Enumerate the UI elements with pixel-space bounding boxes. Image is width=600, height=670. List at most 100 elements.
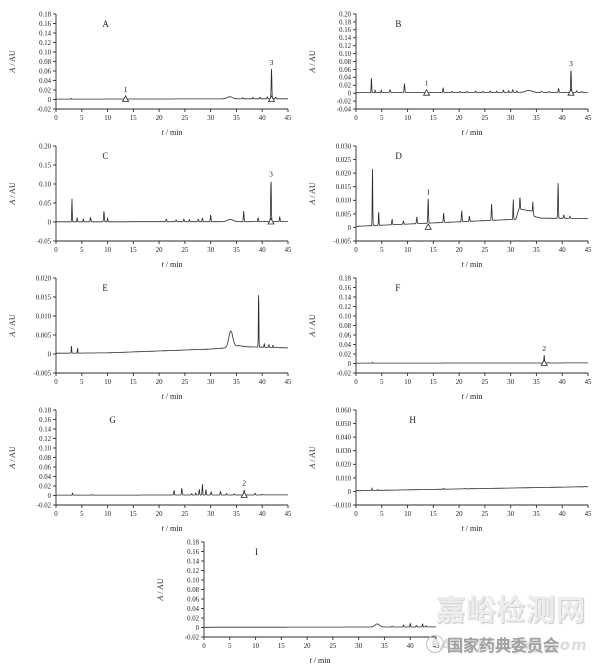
svg-text:G: G [109, 415, 116, 425]
svg-text:0.02: 0.02 [339, 351, 351, 358]
svg-text:45: 45 [285, 511, 292, 518]
svg-text:I: I [255, 547, 258, 557]
svg-text:5: 5 [228, 643, 232, 650]
svg-text:25: 25 [182, 379, 189, 386]
panel-row-4: 0.18 0.16 0.14 0.12 0.10 0.08 0.06 0.04 0.02 0 -0.… [4, 402, 600, 534]
svg-text:25: 25 [182, 115, 189, 122]
svg-text:0.04: 0.04 [339, 75, 351, 82]
svg-text:0: 0 [354, 115, 358, 122]
svg-text:35: 35 [233, 115, 240, 122]
svg-text:0.10: 0.10 [339, 313, 351, 320]
svg-text:0: 0 [54, 379, 58, 386]
svg-text:10: 10 [404, 115, 411, 122]
svg-text:10: 10 [252, 643, 259, 650]
panel-A: 0.18 0.16 0.14 0.12 0.10 0.08 0.06 0.04 0.02 0 -0.… [4, 6, 300, 138]
svg-text:15: 15 [430, 115, 437, 122]
svg-text:0.02: 0.02 [187, 615, 199, 622]
svg-text:35: 35 [533, 511, 540, 518]
svg-text:0.12: 0.12 [39, 436, 51, 443]
svg-text:15: 15 [130, 247, 137, 254]
svg-text:2: 2 [242, 479, 246, 488]
svg-text:5: 5 [80, 511, 84, 518]
svg-text:45: 45 [585, 247, 592, 254]
svg-text:0.14: 0.14 [339, 294, 351, 301]
trace [356, 355, 588, 364]
trace [356, 168, 588, 227]
svg-text:0: 0 [348, 225, 352, 232]
svg-text:0.16: 0.16 [187, 549, 199, 556]
svg-text:45: 45 [285, 379, 292, 386]
svg-text:0.15: 0.15 [39, 162, 51, 169]
svg-text:A / AU: A / AU [8, 182, 17, 205]
svg-text:15: 15 [430, 247, 437, 254]
svg-text:0.015: 0.015 [336, 184, 352, 191]
svg-text:0.015: 0.015 [36, 294, 52, 301]
svg-text:0: 0 [48, 493, 52, 500]
svg-text:0.020: 0.020 [336, 462, 352, 469]
svg-text:A / AU: A / AU [8, 446, 17, 469]
svg-text:A / AU: A / AU [156, 578, 165, 601]
svg-text:20: 20 [156, 247, 163, 254]
svg-text:t / min: t / min [162, 260, 183, 269]
trace [56, 295, 288, 354]
svg-text:20: 20 [456, 247, 463, 254]
svg-text:45: 45 [285, 247, 292, 254]
chromatogram-plot-G: 0.180.160.140.120.100.080.060.040.020-0.… [8, 407, 292, 533]
svg-text:20: 20 [156, 511, 163, 518]
peak-marker-triangle [540, 359, 548, 366]
axes [53, 145, 289, 244]
svg-text:0.10: 0.10 [339, 51, 351, 58]
labels: 0.180.160.140.120.100.080.060.040.020-0.… [8, 11, 292, 137]
labels: 0.200.180.160.140.120.100.080.060.040.02… [308, 11, 592, 137]
axes [53, 277, 289, 376]
svg-text:25: 25 [482, 379, 489, 386]
svg-text:40: 40 [407, 643, 414, 650]
svg-text:A / AU: A / AU [308, 314, 317, 337]
svg-text:20: 20 [304, 643, 311, 650]
svg-text:0.04: 0.04 [187, 606, 199, 613]
svg-text:15: 15 [278, 643, 285, 650]
svg-text:A: A [102, 19, 109, 29]
chromatogram-plot-I: 0.180.160.140.120.100.080.060.040.020-0.… [156, 539, 440, 665]
svg-text:0.06: 0.06 [339, 332, 351, 339]
svg-text:0.02: 0.02 [339, 83, 351, 90]
svg-text:A / AU: A / AU [308, 182, 317, 205]
svg-text:1: 1 [425, 79, 429, 88]
svg-text:10: 10 [404, 511, 411, 518]
svg-text:3: 3 [569, 59, 573, 68]
svg-text:A / AU: A / AU [308, 50, 317, 73]
panel-F: 0.18 0.16 0.14 0.12 0.10 0.08 0.06 0.04 0.02 0 -0.… [304, 270, 600, 402]
svg-text:30: 30 [207, 247, 214, 254]
panel-C: 0.20 0.15 0.10 0.05 0 -0.05 0 5 10 15 20 25 30 35 40 45… [4, 138, 300, 270]
svg-text:-0.005: -0.005 [333, 238, 351, 245]
svg-text:15: 15 [130, 511, 137, 518]
svg-text:20: 20 [456, 379, 463, 386]
svg-text:5: 5 [80, 247, 84, 254]
svg-text:0: 0 [348, 489, 352, 496]
svg-text:-0.02: -0.02 [37, 502, 52, 509]
svg-text:25: 25 [482, 247, 489, 254]
labels: 0.180.160.140.120.100.080.060.040.020-0.… [8, 407, 292, 533]
svg-text:25: 25 [182, 247, 189, 254]
panel-row-3: 0.020 0.015 0.010 0.005 0 -0.005 0 5 10 15 20 25 30 3… [4, 270, 600, 402]
svg-text:0.16: 0.16 [39, 21, 51, 28]
svg-text:10: 10 [104, 247, 111, 254]
svg-text:t / min: t / min [462, 392, 483, 401]
chromatogram-plot-F: 0.180.160.140.120.100.080.060.040.020-0.… [308, 275, 592, 401]
svg-text:t / min: t / min [162, 128, 183, 137]
svg-text:0: 0 [54, 511, 58, 518]
svg-text:35: 35 [533, 115, 540, 122]
peak-marker-triangle [267, 217, 275, 225]
svg-text:0.050: 0.050 [336, 421, 352, 428]
peak-marker-triangle [424, 223, 432, 230]
svg-text:0: 0 [202, 643, 206, 650]
svg-text:40: 40 [559, 379, 566, 386]
svg-text:0.005: 0.005 [336, 211, 352, 218]
svg-text:0: 0 [354, 511, 358, 518]
svg-text:0: 0 [354, 379, 358, 386]
peak-marker-triangle [121, 95, 130, 102]
